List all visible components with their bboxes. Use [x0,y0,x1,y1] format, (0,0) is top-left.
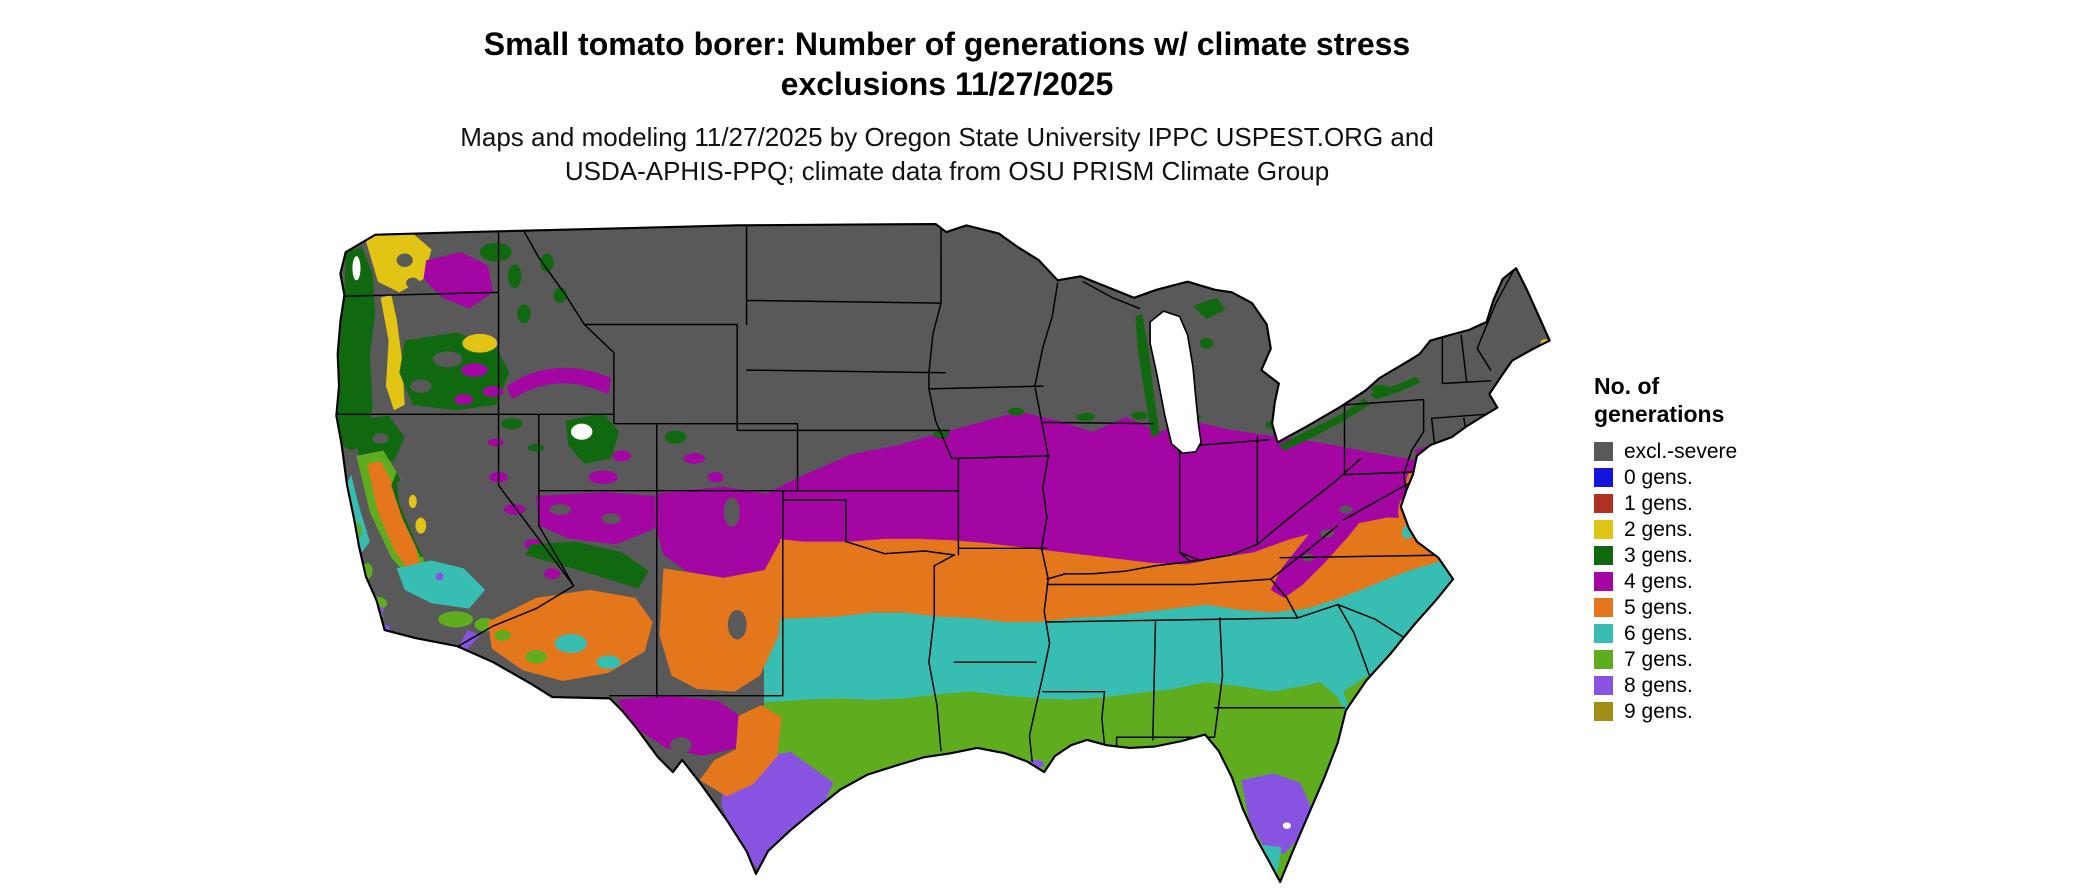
legend-swatch-1-gens [1594,494,1613,513]
region-great-basin [487,253,724,580]
legend-item: 5 gens. [1594,596,1824,619]
legend-swatch-9-gens [1594,702,1613,721]
legend-item: 8 gens. [1594,674,1824,697]
legend-swatch-2-gens [1594,520,1613,539]
map-title-line1: Small tomato borer: Number of generation… [483,26,1411,62]
legend-item: 0 gens. [1594,466,1824,489]
great-salt-lake [570,423,593,440]
legend-swatch-6-gens [1594,624,1613,643]
map-title-line2: exclusions 11/27/2025 [780,66,1114,102]
us-outline [335,222,1551,884]
legend-item: 7 gens. [1594,648,1824,671]
us-map-svg [335,222,1551,884]
legend-item-label: 8 gens. [1624,674,1693,697]
legend-item-label: 9 gens. [1624,700,1693,723]
legend-items: excl.-severe 0 gens. 1 gens. 2 gens. 3 g… [1594,440,1824,723]
legend-title-line1: No. of [1594,373,1660,399]
legend-item: 1 gens. [1594,492,1824,515]
region-arizona [487,492,656,681]
legend-item: 4 gens. [1594,570,1824,593]
legend-item-label: excl.-severe [1624,440,1738,463]
legend-item-label: 1 gens. [1624,492,1693,515]
region-new-mexico [655,486,782,692]
legend-swatch-3-gens [1594,546,1613,565]
legend-swatch-excl-severe [1594,442,1613,461]
legend-item-label: 7 gens. [1624,648,1693,671]
region-lake-fringes [932,297,1421,451]
legend-item-label: 4 gens. [1624,570,1693,593]
legend-title-line2: generations [1594,401,1725,427]
legend-item: 6 gens. [1594,622,1824,645]
state-borders [336,224,1515,763]
legend-item-label: 6 gens. [1624,622,1693,645]
map-subtitle-line2: USDA-APHIS-PPQ; climate data from OSU PR… [564,156,1330,186]
legend-item: 3 gens. [1594,544,1824,567]
legend-swatch-7-gens [1594,650,1613,669]
map-subtitle-line1: Maps and modeling 11/27/2025 by Oregon S… [460,122,1434,152]
region-pacific-northwest [336,233,512,451]
legend-item-label: 0 gens. [1624,466,1693,489]
legend-item: 9 gens. [1594,700,1824,723]
legend-item-label: 5 gens. [1624,596,1693,619]
legend-swatch-0-gens [1594,468,1613,487]
legend-item: excl.-severe [1594,440,1824,463]
lake-michigan [1149,310,1202,454]
legend-swatch-8-gens [1594,676,1613,695]
legend-item-label: 3 gens. [1624,544,1693,567]
legend-item: 2 gens. [1594,518,1824,541]
legend-swatch-5-gens [1594,598,1613,617]
legend: No. of generations excl.-severe 0 gens. … [1594,372,1824,728]
legend-swatch-4-gens [1594,572,1613,591]
us-generations-map [335,220,1555,890]
legend-item-label: 2 gens. [1624,518,1693,541]
